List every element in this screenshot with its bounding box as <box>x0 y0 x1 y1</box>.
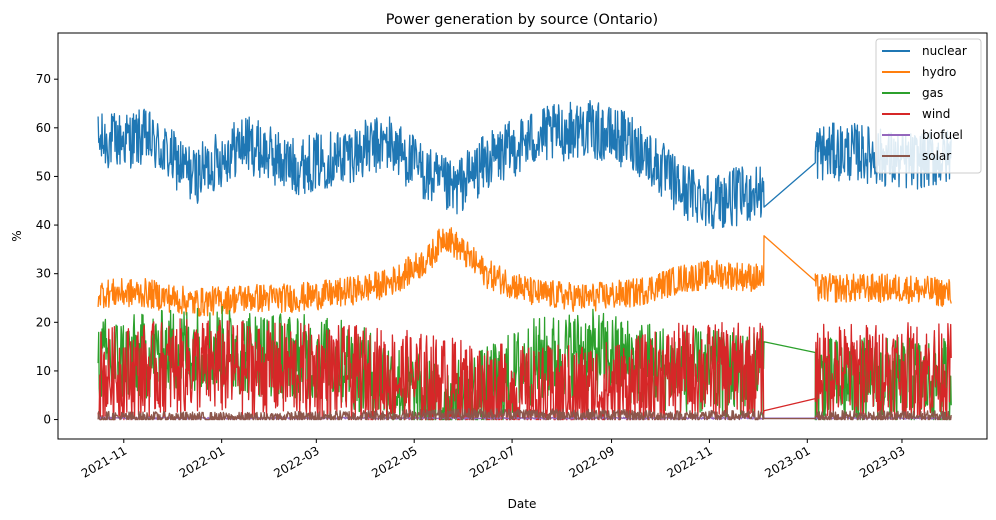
legend-label-gas: gas <box>922 86 943 100</box>
legend-label-solar: solar <box>922 149 951 163</box>
plot-lines <box>97 99 952 421</box>
x-axis-label: Date <box>508 497 537 511</box>
y-axis: 0 10 20 30 40 50 60 70 <box>36 72 58 427</box>
chart-title: Power generation by source (Ontario) <box>386 12 658 28</box>
y-tick-label: 0 <box>43 413 51 427</box>
series-line-wind <box>97 318 952 421</box>
legend-label-nuclear: nuclear <box>922 44 967 58</box>
y-tick-label: 50 <box>36 169 51 183</box>
series-line-biofuel <box>97 416 952 420</box>
series-line-nuclear <box>97 99 952 230</box>
legend: nuclear hydro gas wind biofuel solar <box>875 38 982 174</box>
series-line-solar <box>97 407 952 421</box>
legend-label-biofuel: biofuel <box>922 128 963 142</box>
plot-frame <box>57 32 988 440</box>
y-tick-label: 30 <box>36 267 51 281</box>
series-line-hydro <box>97 227 952 317</box>
y-tick-label: 20 <box>36 315 51 329</box>
legend-label-hydro: hydro <box>922 65 956 79</box>
y-tick-label: 40 <box>36 218 51 232</box>
y-tick-label: 70 <box>36 72 51 86</box>
y-tick-label: 60 <box>36 121 51 135</box>
legend-label-wind: wind <box>922 107 950 121</box>
y-axis-label: % <box>10 230 24 241</box>
y-tick-label: 10 <box>36 364 51 378</box>
